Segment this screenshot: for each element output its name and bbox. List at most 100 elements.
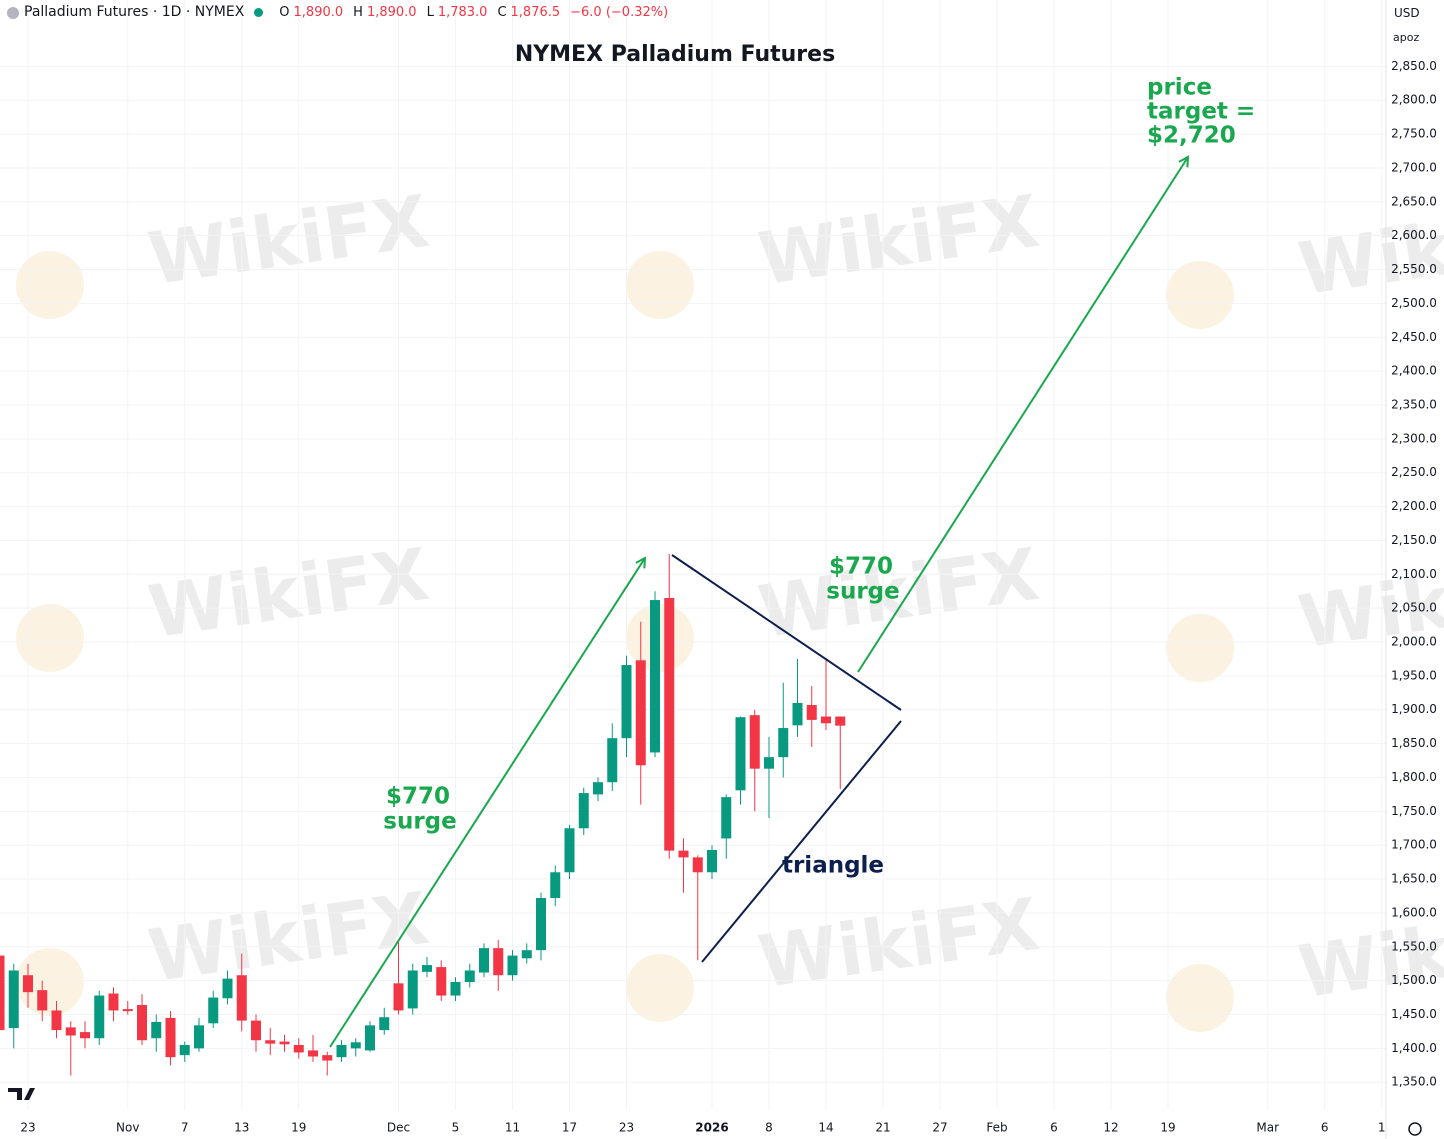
candle-body xyxy=(835,716,846,726)
y-tick-label: 1,900.0 xyxy=(1391,702,1437,716)
y-tick-label: 2,200.0 xyxy=(1391,499,1437,513)
candle-body xyxy=(764,757,774,769)
candle-body xyxy=(493,948,504,976)
y-tick-label: 1,400.0 xyxy=(1391,1041,1437,1055)
candle-body xyxy=(692,857,703,873)
candle-body xyxy=(521,950,532,959)
x-tick-label: 13 xyxy=(234,1121,249,1135)
candle-body xyxy=(778,728,789,758)
candle-body xyxy=(664,598,675,851)
watermark: WikiFX xyxy=(143,532,433,654)
x-tick-label: 7 xyxy=(181,1121,189,1135)
candle-body xyxy=(179,1044,190,1056)
candle-body xyxy=(0,955,5,1031)
annotation: $770 xyxy=(386,784,450,810)
x-tick-label: 6 xyxy=(1321,1121,1329,1135)
settings-icon[interactable] xyxy=(1408,1122,1422,1136)
y-tick-label: 2,050.0 xyxy=(1391,601,1437,615)
x-tick-label: 1 xyxy=(1378,1121,1386,1135)
scale-menu[interactable]: apoz xyxy=(1393,31,1420,44)
change: −6.0 (−0.32%) xyxy=(570,4,669,20)
watermark: WikiFX xyxy=(753,882,1043,1004)
watermark-logo xyxy=(1166,614,1234,682)
x-tick-label: 6 xyxy=(1050,1121,1058,1135)
candle-body xyxy=(308,1050,318,1057)
y-tick-label: 2,100.0 xyxy=(1391,567,1437,581)
y-tick-label: 2,550.0 xyxy=(1391,262,1437,276)
ohlc-value: 1,890.0 xyxy=(366,4,417,20)
candle-body xyxy=(578,793,589,829)
annotation: surge xyxy=(383,809,456,835)
x-tick-label: 27 xyxy=(932,1121,947,1135)
candle-body xyxy=(279,1041,290,1045)
x-tick-label: Mar xyxy=(1256,1121,1279,1135)
ohlc-value: 1,783.0 xyxy=(437,4,488,20)
y-tick-label: 2,800.0 xyxy=(1391,93,1437,107)
x-tick-label: Dec xyxy=(387,1121,410,1135)
watermark: WikiFX xyxy=(143,876,433,998)
ohlc-value: 1,876.5 xyxy=(510,4,561,20)
y-tick-label: 2,400.0 xyxy=(1391,364,1437,378)
ohlc-value: 1,890.0 xyxy=(293,4,344,20)
y-tick-label: 2,450.0 xyxy=(1391,330,1437,344)
candle-body xyxy=(379,1017,390,1031)
candle-body xyxy=(65,1027,76,1036)
candle-body xyxy=(322,1055,333,1061)
y-tick-label: 2,600.0 xyxy=(1391,228,1437,242)
y-tick-label: 2,750.0 xyxy=(1391,127,1437,141)
annotation: target = xyxy=(1147,99,1255,125)
candle-body xyxy=(236,975,247,1021)
candle-body xyxy=(365,1025,375,1051)
watermark-logo xyxy=(16,251,84,319)
x-tick-label: 12 xyxy=(1103,1121,1118,1135)
triangle-lower xyxy=(701,720,902,963)
candle-body xyxy=(208,997,219,1024)
watermark-logo xyxy=(16,604,84,672)
candle-body xyxy=(194,1025,204,1049)
y-tick-label: 2,150.0 xyxy=(1391,533,1437,547)
candle-body xyxy=(336,1044,347,1058)
candle-body xyxy=(749,715,760,769)
y-tick-label: 2,850.0 xyxy=(1391,59,1437,73)
x-tick-label: Nov xyxy=(116,1121,139,1135)
candle-body xyxy=(407,970,418,1009)
annotation: surge xyxy=(826,579,899,605)
y-tick-label: 2,250.0 xyxy=(1391,465,1437,479)
candle-body xyxy=(137,1005,147,1041)
candles xyxy=(0,553,846,1076)
ohlc-key: O xyxy=(279,4,290,20)
watermark: WikiFX xyxy=(143,179,433,301)
y-tick-label: 1,550.0 xyxy=(1391,939,1437,953)
watermark-logo xyxy=(1166,964,1234,1032)
candle-body xyxy=(721,797,732,839)
candle-body xyxy=(536,898,546,951)
target-arrow xyxy=(857,157,1188,673)
candle-body xyxy=(165,1017,176,1058)
candle-body xyxy=(450,982,461,996)
currency[interactable]: USD xyxy=(1394,6,1420,20)
candle-body xyxy=(251,1020,261,1041)
y-tick-label: 1,750.0 xyxy=(1391,804,1437,818)
y-axis: 1,350.0 1,400.0 1,450.0 1,500.0 1,550.0 1,600… xyxy=(1391,59,1437,1089)
candle-body xyxy=(94,995,105,1039)
candle-body xyxy=(650,600,660,753)
annotation: price xyxy=(1147,75,1212,101)
candle-body xyxy=(564,828,575,873)
symbol-icon xyxy=(7,7,19,19)
candle-body xyxy=(707,849,717,873)
x-tick-label: 19 xyxy=(291,1121,306,1135)
y-tick-label: 1,600.0 xyxy=(1391,905,1437,919)
x-tick-label: 2026 xyxy=(695,1121,728,1135)
symbol[interactable]: Palladium Futures · 1D · NYMEX xyxy=(24,4,245,20)
annotation: $770 xyxy=(829,554,893,580)
y-tick-label: 2,500.0 xyxy=(1391,296,1437,310)
candle-body xyxy=(350,1042,361,1049)
surge-arrow xyxy=(329,558,645,1048)
y-tick-label: 1,700.0 xyxy=(1391,838,1437,852)
annotation: $2,720 xyxy=(1147,123,1236,149)
y-tick-label: 1,850.0 xyxy=(1391,736,1437,750)
chart-title: NYMEX Palladium Futures xyxy=(515,42,835,67)
watermark: WikiFX xyxy=(753,179,1043,301)
